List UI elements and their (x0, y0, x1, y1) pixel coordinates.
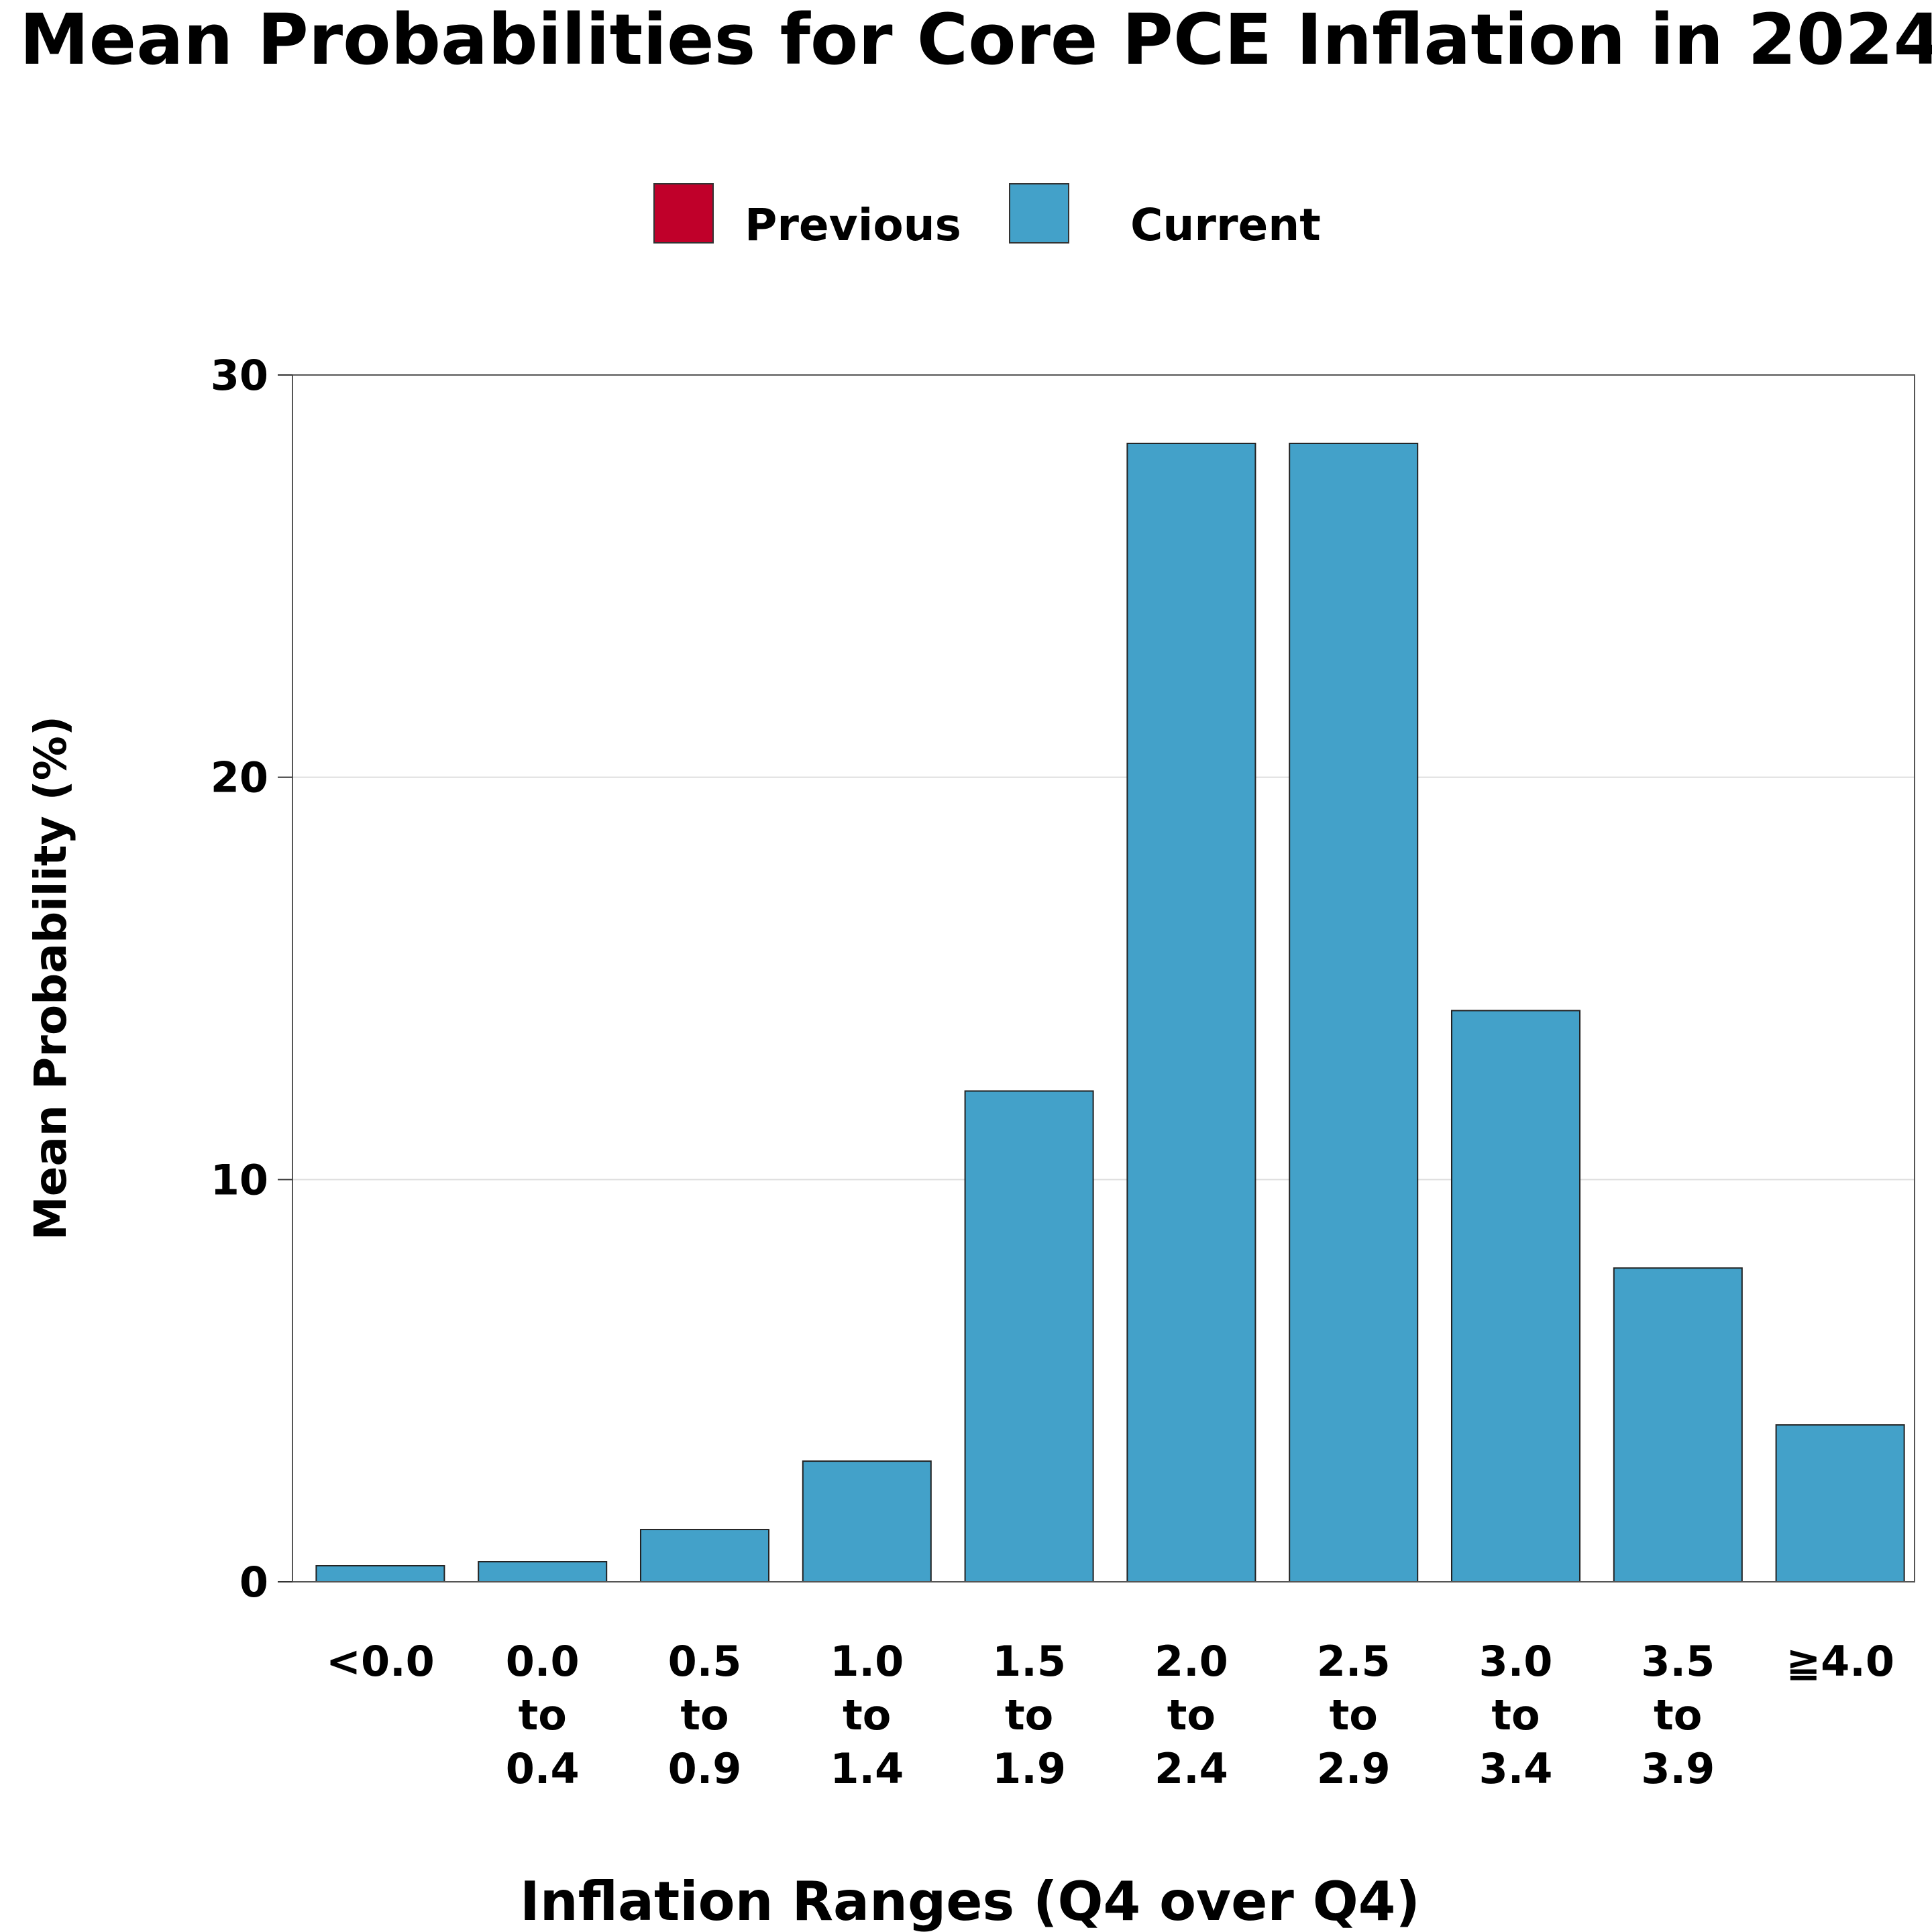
bar-current (315, 1565, 445, 1583)
legend-label-current: Current (1130, 199, 1321, 251)
legend-swatch-current (1009, 183, 1069, 244)
x-tick-label: to (1654, 1690, 1702, 1739)
x-tick-label: 3.0 (1479, 1637, 1553, 1686)
bar-current (1775, 1424, 1905, 1582)
x-tick-label: to (1491, 1690, 1540, 1739)
legend: Previous Current (653, 183, 1321, 251)
x-tick-label: 0.4 (506, 1744, 580, 1793)
bar-current (1450, 1010, 1581, 1583)
x-tick-label: 0.0 (506, 1637, 580, 1686)
x-tick-label: 0.5 (668, 1637, 742, 1686)
x-tick-label: 1.9 (992, 1744, 1066, 1793)
bar-current (1613, 1267, 1743, 1582)
y-tick-label: 30 (211, 351, 268, 400)
x-tick-label: 2.9 (1317, 1744, 1391, 1793)
bar-current (802, 1460, 932, 1583)
x-tick-label: <0.0 (326, 1637, 435, 1686)
bar-current (478, 1561, 608, 1582)
x-tick-label: to (1005, 1690, 1053, 1739)
chart-title: Mean Probabilities for Core PCE Inflatio… (19, 0, 1932, 80)
x-tick-label: 3.9 (1641, 1744, 1715, 1793)
x-tick-label: to (680, 1690, 729, 1739)
legend-swatch-previous (653, 183, 714, 244)
x-tick-label: to (843, 1690, 891, 1739)
x-tick-label: 3.4 (1479, 1744, 1553, 1793)
x-tick-label: 2.5 (1317, 1637, 1391, 1686)
x-tick-label: to (519, 1690, 567, 1739)
y-tick-label: 0 (239, 1558, 268, 1607)
plot-frame (292, 374, 1915, 1582)
x-tick-label: 3.5 (1641, 1637, 1715, 1686)
bar-current (1289, 442, 1419, 1582)
bar-current (639, 1529, 770, 1582)
y-tick-label: 10 (211, 1155, 268, 1204)
y-axis-label: Mean Probability (%) (25, 716, 76, 1240)
x-tick-label: 1.5 (992, 1637, 1066, 1686)
x-tick-label: 1.0 (830, 1637, 904, 1686)
legend-label-previous: Previous (745, 199, 961, 251)
bar-current (964, 1090, 1094, 1582)
x-tick-label: 2.0 (1155, 1637, 1228, 1686)
bar-current (1126, 442, 1256, 1582)
x-tick-label: ≧4.0 (1786, 1637, 1894, 1686)
x-tick-label: 2.4 (1155, 1744, 1228, 1793)
x-tick-label: to (1330, 1690, 1378, 1739)
y-tick-label: 20 (211, 753, 268, 802)
x-tick-label: 0.9 (668, 1744, 742, 1793)
x-tick-label: 1.4 (830, 1744, 904, 1793)
x-axis-label: Inflation Ranges (Q4 over Q4) (520, 1870, 1420, 1932)
x-tick-label: to (1167, 1690, 1216, 1739)
